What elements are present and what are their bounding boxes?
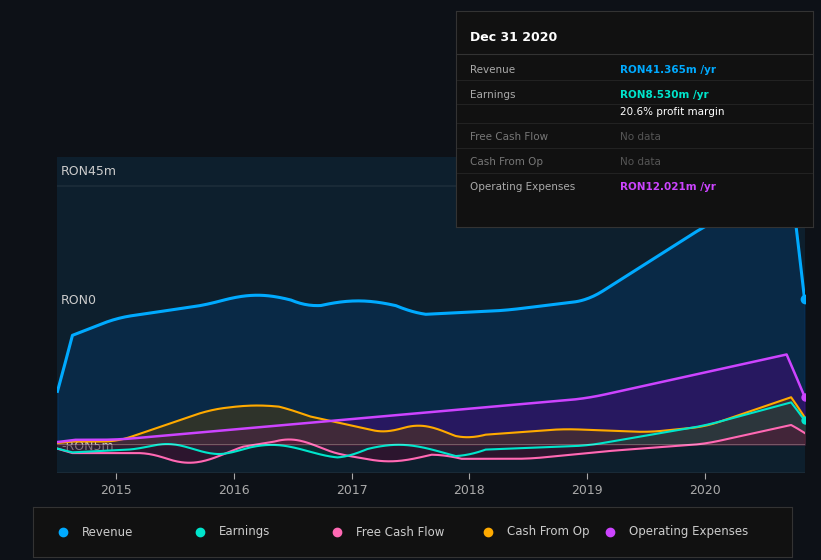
Text: -RON5m: -RON5m [62,440,114,452]
Text: RON8.530m /yr: RON8.530m /yr [620,90,709,100]
Text: RON0: RON0 [62,294,97,307]
Text: Revenue: Revenue [470,65,515,75]
Text: Operating Expenses: Operating Expenses [470,181,576,192]
Text: No data: No data [620,157,661,167]
Text: Cash From Op: Cash From Op [507,525,590,539]
Text: 20.6% profit margin: 20.6% profit margin [620,107,724,117]
Text: RON12.021m /yr: RON12.021m /yr [620,181,716,192]
Text: Operating Expenses: Operating Expenses [629,525,748,539]
Text: Revenue: Revenue [82,525,134,539]
Text: Cash From Op: Cash From Op [470,157,543,167]
Text: Earnings: Earnings [219,525,270,539]
Text: Free Cash Flow: Free Cash Flow [470,132,548,142]
Text: RON41.365m /yr: RON41.365m /yr [620,65,716,75]
Text: Dec 31 2020: Dec 31 2020 [470,31,557,44]
Text: Free Cash Flow: Free Cash Flow [355,525,444,539]
Text: No data: No data [620,132,661,142]
Text: RON45m: RON45m [62,165,117,178]
Text: Earnings: Earnings [470,90,516,100]
